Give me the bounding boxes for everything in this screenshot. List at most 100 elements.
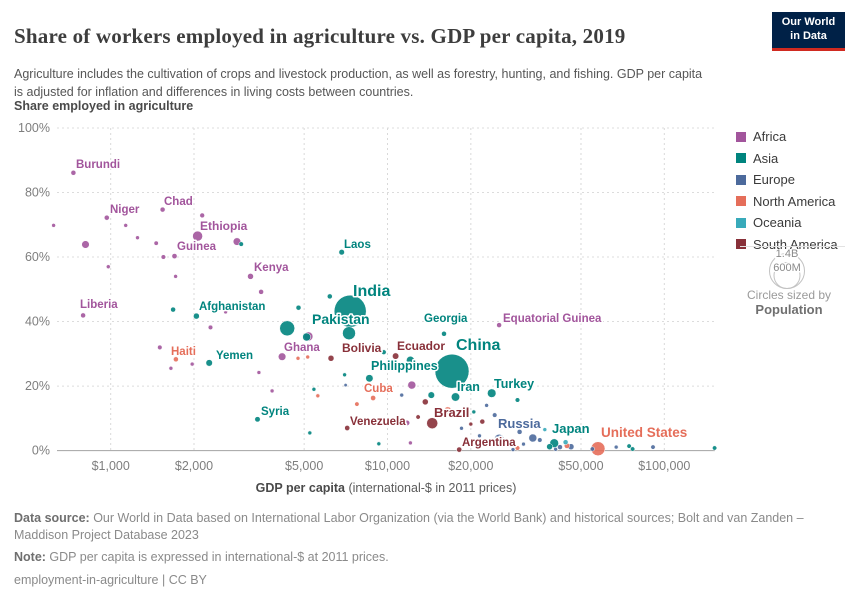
data-point[interactable] (546, 443, 553, 450)
data-point[interactable] (422, 398, 429, 406)
legend-item-europe[interactable]: Europe (736, 169, 848, 191)
data-point[interactable] (295, 304, 302, 311)
data-point[interactable] (168, 366, 174, 371)
data-point[interactable] (589, 446, 595, 452)
legend-item-oceania[interactable]: Oceania (736, 212, 848, 234)
data-point-cuba[interactable] (370, 395, 376, 401)
data-point-georgia[interactable] (441, 331, 447, 337)
data-point-kenya[interactable] (247, 273, 254, 280)
data-point[interactable] (468, 421, 474, 427)
data-point[interactable] (269, 388, 275, 394)
data-point[interactable] (256, 370, 262, 375)
data-point[interactable] (157, 344, 163, 350)
data-point-philippines[interactable] (365, 374, 374, 383)
data-point[interactable] (408, 440, 413, 446)
legend-item-north-america[interactable]: North America (736, 191, 848, 213)
data-point[interactable] (427, 391, 435, 399)
data-point[interactable] (238, 241, 244, 247)
data-point-ecuador[interactable] (392, 352, 400, 360)
data-point-russia[interactable] (494, 434, 505, 444)
data-point-pakistan[interactable] (279, 320, 295, 337)
data-point[interactable] (712, 445, 718, 451)
data-point[interactable] (343, 383, 348, 388)
data-point[interactable] (258, 289, 264, 295)
data-point[interactable] (477, 433, 482, 439)
legend-item-south-america[interactable]: South America (736, 234, 848, 256)
data-point[interactable] (459, 426, 464, 431)
data-point-haiti[interactable] (173, 356, 179, 363)
data-point[interactable] (516, 429, 523, 435)
owid-logo[interactable]: Our World in Data (772, 12, 845, 51)
data-point[interactable] (406, 356, 415, 365)
data-point[interactable] (51, 223, 56, 228)
data-point[interactable] (307, 430, 313, 436)
data-point-argentina[interactable] (456, 446, 463, 453)
data-point[interactable] (484, 403, 489, 408)
data-point-afghanistan[interactable] (193, 312, 200, 320)
data-point-bolivia[interactable] (327, 355, 335, 362)
data-point[interactable] (199, 212, 205, 219)
data-point[interactable] (506, 441, 512, 447)
data-point[interactable] (443, 406, 452, 416)
data-point[interactable] (514, 445, 521, 451)
data-point-ethiopia[interactable] (192, 230, 203, 242)
data-point[interactable] (415, 414, 421, 420)
data-point-liberia[interactable] (80, 312, 86, 319)
data-point-turkey[interactable] (487, 388, 497, 398)
data-point[interactable] (173, 274, 178, 279)
data-point-chad[interactable] (159, 206, 166, 213)
data-point[interactable] (388, 359, 396, 367)
data-point[interactable] (207, 324, 214, 330)
data-point[interactable] (381, 349, 387, 355)
data-point[interactable] (81, 240, 90, 249)
data-point[interactable] (106, 264, 111, 269)
data-point[interactable] (354, 401, 360, 407)
data-point[interactable] (553, 447, 558, 452)
data-point[interactable] (342, 372, 347, 378)
data-point[interactable] (342, 326, 356, 340)
data-point[interactable] (278, 352, 287, 361)
data-point[interactable] (404, 419, 410, 426)
data-point-syria[interactable] (254, 416, 261, 423)
data-point[interactable] (376, 441, 382, 447)
data-point-iran[interactable] (451, 392, 460, 402)
legend-item-africa[interactable]: Africa (736, 126, 848, 148)
data-point[interactable] (153, 240, 159, 246)
data-point-guinea[interactable] (171, 253, 178, 259)
data-point[interactable] (223, 309, 228, 315)
data-point[interactable] (407, 380, 417, 390)
data-point[interactable] (613, 444, 619, 450)
data-point-china[interactable] (434, 353, 470, 389)
data-point[interactable] (315, 393, 321, 399)
data-point[interactable] (327, 293, 333, 300)
data-point[interactable] (501, 442, 506, 448)
data-point[interactable] (492, 412, 498, 418)
data-point[interactable] (471, 409, 477, 415)
data-point[interactable] (305, 354, 310, 360)
data-point-brazil[interactable] (426, 417, 438, 429)
data-point[interactable] (626, 443, 632, 449)
license-link[interactable]: employment-in-agriculture | CC BY (14, 572, 207, 587)
data-point[interactable] (521, 441, 526, 447)
data-point[interactable] (630, 446, 636, 452)
data-point-burundi[interactable] (70, 170, 77, 176)
data-point[interactable] (537, 437, 543, 443)
data-point[interactable] (311, 387, 317, 392)
data-point-equatorial-guinea[interactable] (496, 322, 502, 328)
data-point[interactable] (123, 223, 128, 228)
data-point[interactable] (562, 439, 569, 445)
data-point[interactable] (170, 306, 176, 313)
data-point[interactable] (510, 447, 516, 452)
data-point[interactable] (399, 392, 404, 398)
data-point[interactable] (528, 433, 538, 443)
data-point[interactable] (557, 444, 563, 450)
data-point[interactable] (160, 254, 166, 260)
data-point-laos[interactable] (338, 249, 345, 256)
data-point[interactable] (135, 235, 140, 240)
data-point-niger[interactable] (104, 214, 110, 221)
data-point[interactable] (295, 356, 301, 361)
data-point[interactable] (650, 444, 656, 450)
data-point[interactable] (542, 427, 548, 432)
data-point[interactable] (479, 418, 486, 425)
data-point-venezuela[interactable] (344, 425, 351, 431)
